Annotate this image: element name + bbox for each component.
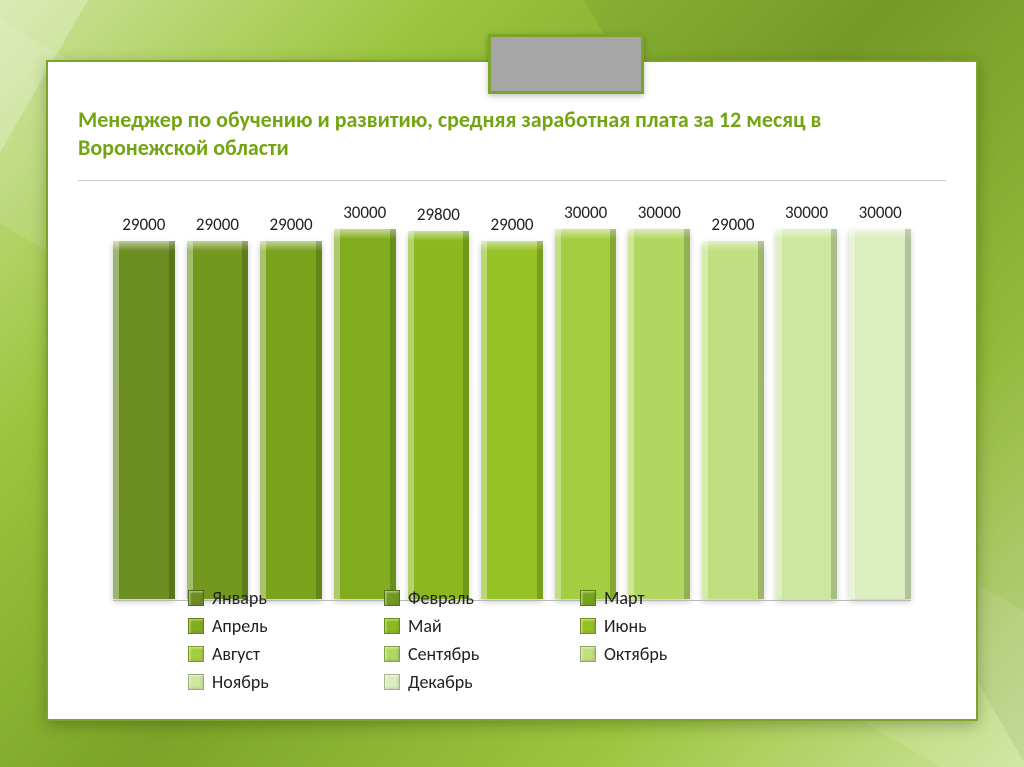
bar-column: 30000 [628, 202, 690, 599]
bar-column: 29000 [481, 214, 543, 599]
bar [334, 229, 396, 599]
legend-label: Октябрь [604, 643, 667, 665]
legend-item: Август [188, 643, 338, 665]
bar-value-label: 29000 [490, 214, 533, 235]
legend-swatch [384, 646, 400, 662]
legend-swatch [580, 646, 596, 662]
legend-swatch [580, 618, 596, 634]
legend-swatch [188, 590, 204, 606]
legend-item: Октябрь [580, 643, 730, 665]
bar-column: 30000 [776, 202, 838, 599]
bar-column: 29800 [408, 204, 470, 599]
bar-value-label: 29000 [122, 214, 165, 235]
bar-column: 30000 [849, 202, 911, 599]
chart-plot-area: 29000 29000 29000 30000 29800 29000 30000 30000… [113, 198, 911, 599]
legend-label: Март [604, 587, 644, 609]
bar-column: 29000 [702, 214, 764, 599]
legend-label: Сентябрь [408, 643, 479, 665]
legend-swatch [188, 646, 204, 662]
bar-value-label: 29000 [711, 214, 754, 235]
legend-item: Май [384, 615, 534, 637]
bar [408, 231, 470, 599]
legend-item: Январь [188, 587, 338, 609]
bar [702, 241, 764, 599]
legend-label: Июнь [604, 615, 647, 637]
bar-value-label: 29800 [417, 204, 460, 225]
legend-item: Сентябрь [384, 643, 534, 665]
legend-label: Апрель [212, 615, 268, 637]
legend-label: Январь [212, 587, 267, 609]
legend-label: Май [408, 615, 442, 637]
chart-title: Менеджер по обучению и развитию, средняя… [78, 106, 946, 161]
legend-swatch [580, 590, 596, 606]
decorative-header-block [488, 34, 644, 94]
bar [260, 241, 322, 599]
bar [555, 229, 617, 599]
legend-swatch [384, 618, 400, 634]
legend-item: Июнь [580, 615, 730, 637]
legend-label: Август [212, 643, 260, 665]
bar-value-label: 29000 [196, 214, 239, 235]
bar [113, 241, 175, 599]
bar-value-label: 30000 [859, 202, 902, 223]
legend-label: Февраль [408, 587, 474, 609]
legend-item: Март [580, 587, 730, 609]
bar [776, 229, 838, 599]
bar-column: 29000 [113, 214, 175, 599]
legend-swatch [384, 674, 400, 690]
title-underline [78, 180, 946, 181]
bar [481, 241, 543, 599]
legend-swatch [384, 590, 400, 606]
bar-value-label: 30000 [638, 202, 681, 223]
bar-value-label: 29000 [270, 214, 313, 235]
legend-item: Декабрь [384, 671, 534, 693]
legend-item: Ноябрь [188, 671, 338, 693]
bar [187, 241, 249, 599]
bars-container: 29000 29000 29000 30000 29800 29000 30000 30000… [113, 198, 911, 599]
bar-value-label: 30000 [343, 202, 386, 223]
legend-label: Ноябрь [212, 671, 269, 693]
bar-value-label: 30000 [564, 202, 607, 223]
bar-column: 30000 [555, 202, 617, 599]
bar-column: 30000 [334, 202, 396, 599]
content-card: Менеджер по обучению и развитию, средняя… [46, 60, 978, 721]
bar-value-label: 30000 [785, 202, 828, 223]
legend-label: Декабрь [408, 671, 473, 693]
legend-item: Апрель [188, 615, 338, 637]
legend-swatch [188, 618, 204, 634]
bar [628, 229, 690, 599]
legend-item: Февраль [384, 587, 534, 609]
bar-column: 29000 [260, 214, 322, 599]
bar-column: 29000 [187, 214, 249, 599]
bar [849, 229, 911, 599]
chart-legend: Январь Февраль Март Апрель Май Июнь Август Сент… [188, 587, 866, 693]
legend-swatch [188, 674, 204, 690]
